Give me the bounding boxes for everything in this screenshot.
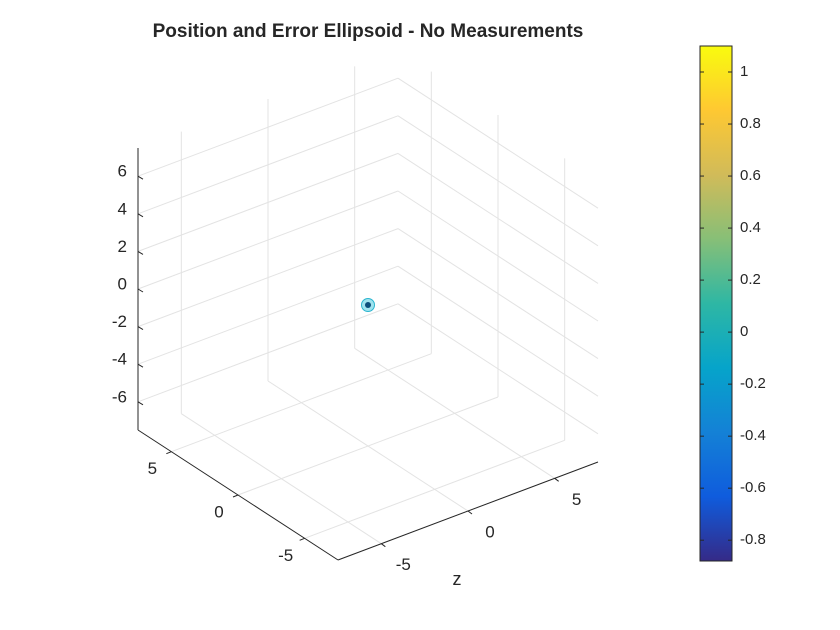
grid-line xyxy=(137,152,399,252)
y-tick-label: 5 xyxy=(148,459,157,478)
grid-line xyxy=(137,265,399,365)
z-tick-label: 0 xyxy=(118,274,127,293)
colorbar-tick-label: 0.2 xyxy=(740,271,761,288)
tick-mark xyxy=(137,401,144,406)
grid-line xyxy=(137,190,399,290)
tick-mark xyxy=(137,250,144,255)
tick-mark xyxy=(554,477,559,482)
colorbar-tick-label: 0 xyxy=(740,323,748,340)
z-tick-label: 2 xyxy=(118,237,127,256)
grid-line xyxy=(304,439,565,539)
z-tick-label: 6 xyxy=(118,162,127,181)
colorbar: -0.8 -0.6 -0.4 -0.2 0 0.2 0.4 0.6 0.8 1 xyxy=(699,45,766,562)
z-tick-label: -4 xyxy=(112,350,127,369)
grid-line xyxy=(397,115,599,247)
colorbar-tick-label: -0.8 xyxy=(740,531,766,548)
grid-line xyxy=(397,152,599,284)
tick-mark xyxy=(381,543,386,548)
grid-line xyxy=(397,303,599,435)
colorbar-tick-label: 0.6 xyxy=(740,167,761,184)
grid-line xyxy=(397,265,599,397)
tick-mark xyxy=(166,451,172,455)
chart-title: Position and Error Ellipsoid - No Measur… xyxy=(153,21,584,42)
position-point xyxy=(365,302,371,308)
z-tick-label: -6 xyxy=(112,387,127,406)
tick-mark xyxy=(137,213,144,218)
z-tick-label: 4 xyxy=(118,199,127,218)
grid-line xyxy=(397,77,599,209)
x-tick-label: -5 xyxy=(396,555,411,574)
colorbar-tick-label: 0.4 xyxy=(740,219,761,236)
tick-mark xyxy=(232,494,239,498)
grid-line xyxy=(137,228,399,328)
axis-label: z xyxy=(453,569,462,589)
tick-mark xyxy=(137,175,144,180)
grid-line xyxy=(137,303,399,403)
plot-area: -6 -4 -2 0 2 4 6 -5 0 5 -5 0 5 xyxy=(112,66,599,574)
tick-mark xyxy=(137,326,144,331)
x-tick-label: 5 xyxy=(572,490,581,509)
x-tick-label: 0 xyxy=(485,522,494,541)
tick-mark xyxy=(299,537,305,541)
tick-mark xyxy=(137,363,144,368)
z-tick-label: -2 xyxy=(112,312,127,331)
tick-mark xyxy=(467,510,473,515)
grid-line xyxy=(397,228,599,360)
colorbar-tick-label: 0.8 xyxy=(740,115,761,132)
grid-line xyxy=(137,77,399,177)
grid-line xyxy=(171,353,432,453)
colorbar-fill xyxy=(699,45,733,562)
y-tick-label: 0 xyxy=(214,502,223,521)
tick-mark xyxy=(137,288,144,293)
y-tick-label: -5 xyxy=(278,546,293,565)
colorbar-tick-label: -0.6 xyxy=(740,479,766,496)
colorbar-tick-label: -0.2 xyxy=(740,375,766,392)
grid-line xyxy=(237,396,499,496)
colorbar-tick-label: 1 xyxy=(740,63,748,80)
grid-line xyxy=(397,190,599,322)
colorbar-tick-label: -0.4 xyxy=(740,427,766,444)
grid-line xyxy=(137,115,399,215)
